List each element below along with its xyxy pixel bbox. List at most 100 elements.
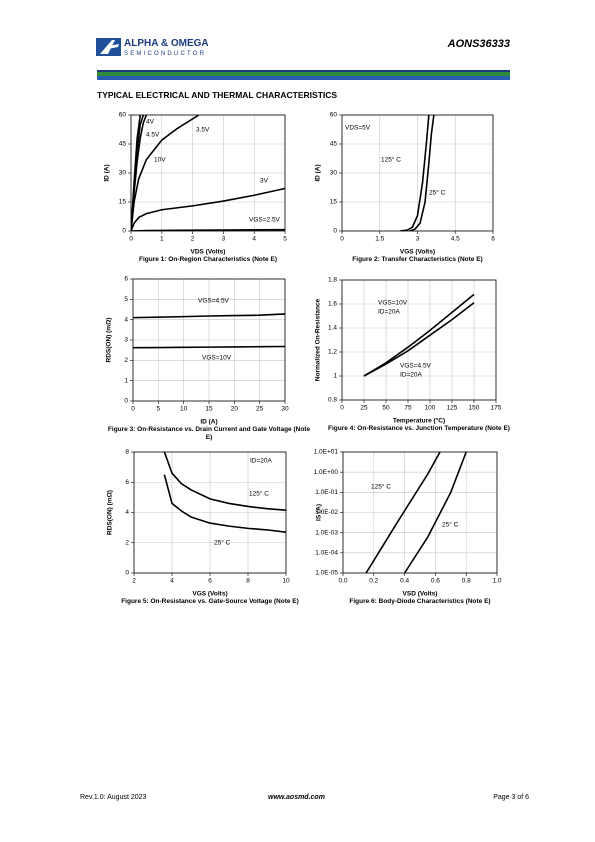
x-tick-label: 0 [129,236,133,243]
y-tick-label: 0 [122,228,126,235]
y-tick-label: 2 [124,357,128,364]
x-tick-label: 3 [222,236,226,243]
y-tick-label: 0 [125,570,129,577]
y-tick-label: 3 [124,337,128,344]
annotation: 125° C [381,156,401,164]
x-tick-label: 25 [360,405,368,412]
plot-frame [133,451,287,574]
annotation: ID=20A [400,372,423,379]
curve [163,452,286,512]
y-tick-label: 45 [119,141,127,148]
x-tick-label: 4 [170,578,174,585]
x-axis-label: Temperature (°C) [393,417,445,425]
x-tick-label: 1.0 [492,578,501,585]
x-tick-label: 5 [157,406,161,413]
x-tick-label: 1 [160,236,164,243]
annotation: 25° C [214,539,231,547]
annotation: VGS=4.5V [198,298,230,305]
x-tick-label: 25 [256,406,264,413]
y-tick-label: 30 [330,170,338,177]
x-tick-label: 5 [283,236,287,243]
curve [399,115,430,231]
annotation: VGS=10V [202,355,232,362]
y-tick-label: 45 [330,141,338,148]
x-tick-label: 6 [491,236,495,243]
brand-sub: SEMICONDUCTOR [124,51,207,57]
curve [133,313,285,319]
curve [131,228,285,231]
x-tick-label: 0.0 [338,578,347,585]
y-tick-label: 30 [119,170,127,177]
part-number: AONS36333 [447,38,510,50]
y-axis-label: ID (A) [315,164,322,181]
y-tick-label: 0 [333,228,337,235]
y-tick-label: 1.8 [328,277,337,284]
x-tick-label: 20 [231,406,239,413]
curve [403,452,467,573]
annotation: 4V [146,119,155,126]
y-tick-label: 4 [124,316,128,323]
x-tick-label: 0.2 [369,578,378,585]
y-axis-label: ID (A) [104,164,111,181]
y-tick-label: 15 [330,199,338,206]
footer-site: www.aosmd.com [268,794,325,801]
y-tick-label: 60 [330,112,338,119]
x-tick-label: 100 [425,405,436,412]
y-tick-label: 1.0E+00 [314,469,339,476]
x-axis-label: VGS (Volts) [192,591,227,598]
chart-caption: Figure 2: Transfer Characteristics (Note… [352,256,483,263]
annotation: 3V [260,178,269,185]
y-tick-label: 0 [124,398,128,405]
x-axis-label: VDS (Volts) [191,249,226,256]
curve [365,452,441,573]
annotation: ID=20A [250,458,273,465]
y-tick-label: 2 [125,539,129,546]
y-tick-label: 8 [125,449,129,456]
logo-glyph [100,40,119,54]
curve [133,345,285,349]
annotation: 4.5V [146,132,160,139]
y-tick-label: 4 [125,509,129,516]
y-tick-label: 60 [119,112,127,119]
annotation: 125° C [371,483,391,491]
annotation: VGS=4.5V [400,363,432,370]
y-tick-label: 1.0E-05 [315,570,338,577]
annotation: 125° C [249,490,269,498]
y-tick-label: 15 [119,199,127,206]
x-tick-label: 0.6 [431,578,440,585]
footer-rev: Rev.1.0: August 2023 [80,794,147,801]
plot-frame [342,451,498,574]
x-axis-label: ID (A) [200,419,217,426]
y-tick-label: 1.4 [328,325,337,332]
plot-frame [130,114,286,232]
x-tick-label: 8 [246,578,250,585]
x-tick-label: 10 [180,406,188,413]
plot-frame [341,114,494,232]
chart-caption: Figure 6: Body-Diode Characteristics (No… [349,598,491,605]
brand: ALPHA & OMEGA [124,38,209,49]
y-tick-label: 1.0E-01 [315,489,338,496]
section-title: TYPICAL ELECTRICAL AND THERMAL CHARACTER… [97,90,338,100]
plot-frame [132,278,286,402]
x-tick-label: 15 [205,406,213,413]
chart-caption: Figure 4: On-Resistance vs. Junction Tem… [328,425,510,432]
y-tick-label: 1 [333,373,337,380]
y-tick-label: 1.2 [328,349,337,356]
annotation: ID=20A [378,309,401,316]
annotation: VGS=10V [378,300,408,307]
x-tick-label: 150 [469,405,480,412]
y-axis-label: IS (A) [316,504,323,521]
chart-caption: Figure 1: On-Region Characteristics (Not… [139,256,277,263]
curve [163,474,286,533]
y-tick-label: 1 [124,377,128,384]
x-tick-label: 30 [281,406,289,413]
x-tick-label: 1.5 [375,236,384,243]
curve [409,115,435,231]
y-tick-label: 1.0E-04 [315,550,338,557]
y-tick-label: 6 [124,276,128,283]
y-axis-label: Normalized On-Resistance [315,298,322,381]
charts: 0 1 2 3 4 50153045604V4.5V10V3.5V3VVGS=2.5VVD… [104,112,502,598]
x-tick-label: 6 [208,578,212,585]
